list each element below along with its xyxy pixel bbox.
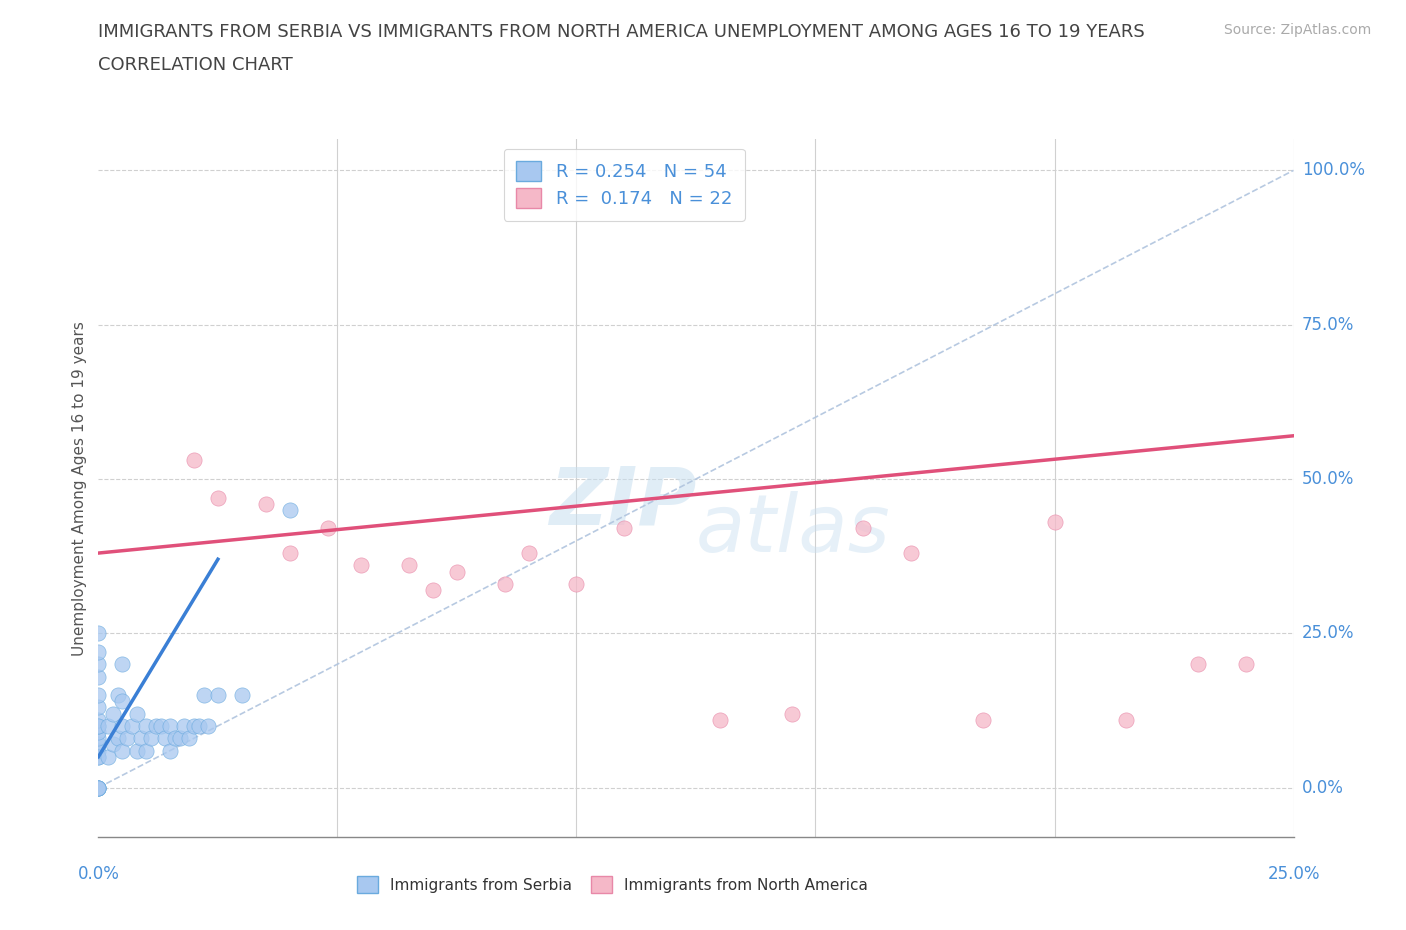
Point: [183, 453, 205, 468]
Point: [97, 750, 120, 764]
Point: [231, 687, 253, 702]
Point: [87, 644, 110, 659]
Text: 50.0%: 50.0%: [1302, 470, 1354, 488]
Point: [87, 750, 110, 764]
Point: [1234, 657, 1257, 671]
Point: [709, 712, 731, 727]
Point: [155, 731, 177, 746]
Point: [135, 719, 157, 734]
Point: [87, 657, 110, 671]
Point: [125, 706, 148, 721]
Point: [350, 558, 373, 573]
Point: [972, 712, 994, 727]
Point: [145, 719, 167, 734]
Point: [852, 521, 875, 536]
Point: [163, 731, 186, 746]
Text: atlas: atlas: [696, 491, 891, 569]
Text: 25.0%: 25.0%: [1267, 865, 1320, 883]
Point: [207, 490, 229, 505]
Point: [183, 719, 205, 734]
Point: [87, 712, 110, 727]
Point: [111, 657, 134, 671]
Point: [87, 700, 110, 715]
Point: [1187, 657, 1209, 671]
Point: [101, 737, 124, 751]
Point: [101, 706, 124, 721]
Point: [565, 577, 588, 591]
Point: [87, 731, 110, 746]
Point: [107, 687, 129, 702]
Point: [149, 719, 172, 734]
Point: [135, 743, 157, 758]
Text: IMMIGRANTS FROM SERBIA VS IMMIGRANTS FROM NORTH AMERICA UNEMPLOYMENT AMONG AGES : IMMIGRANTS FROM SERBIA VS IMMIGRANTS FRO…: [98, 23, 1144, 41]
Point: [187, 719, 209, 734]
Point: [446, 565, 468, 579]
Point: [111, 694, 134, 709]
Point: [111, 719, 134, 734]
Point: [173, 719, 195, 734]
Text: 0.0%: 0.0%: [1302, 778, 1344, 797]
Point: [494, 577, 516, 591]
Point: [316, 521, 339, 536]
Point: [179, 731, 201, 746]
Point: [87, 737, 110, 751]
Legend: Immigrants from Serbia, Immigrants from North America: Immigrants from Serbia, Immigrants from …: [350, 870, 875, 899]
Point: [107, 731, 129, 746]
Point: [87, 719, 110, 734]
Point: [87, 750, 110, 764]
Text: 0.0%: 0.0%: [77, 865, 120, 883]
Point: [278, 502, 301, 517]
Point: [87, 780, 110, 795]
Point: [254, 497, 277, 512]
Point: [87, 780, 110, 795]
Point: [1043, 515, 1066, 530]
Point: [159, 719, 181, 734]
Point: [125, 743, 148, 758]
Point: [87, 743, 110, 758]
Point: [780, 706, 803, 721]
Point: [115, 731, 138, 746]
Point: [1115, 712, 1137, 727]
Point: [131, 731, 153, 746]
Point: [207, 687, 229, 702]
Point: [139, 731, 162, 746]
Y-axis label: Unemployment Among Ages 16 to 19 years: Unemployment Among Ages 16 to 19 years: [72, 321, 87, 656]
Point: [87, 719, 110, 734]
Point: [111, 743, 134, 758]
Point: [87, 780, 110, 795]
Point: [87, 780, 110, 795]
Text: Source: ZipAtlas.com: Source: ZipAtlas.com: [1223, 23, 1371, 37]
Text: CORRELATION CHART: CORRELATION CHART: [98, 56, 294, 73]
Point: [87, 724, 110, 739]
Text: 100.0%: 100.0%: [1302, 162, 1365, 179]
Text: 25.0%: 25.0%: [1302, 624, 1354, 643]
Text: 75.0%: 75.0%: [1302, 315, 1354, 334]
Point: [159, 743, 181, 758]
Point: [422, 583, 444, 598]
Point: [517, 546, 540, 561]
Point: [398, 558, 420, 573]
Point: [97, 719, 120, 734]
Text: ZIP: ZIP: [548, 463, 696, 541]
Point: [169, 731, 191, 746]
Point: [87, 780, 110, 795]
Point: [278, 546, 301, 561]
Point: [121, 719, 143, 734]
Point: [87, 687, 110, 702]
Point: [613, 521, 636, 536]
Point: [87, 626, 110, 641]
Point: [193, 687, 215, 702]
Point: [900, 546, 922, 561]
Point: [87, 669, 110, 684]
Point: [197, 719, 219, 734]
